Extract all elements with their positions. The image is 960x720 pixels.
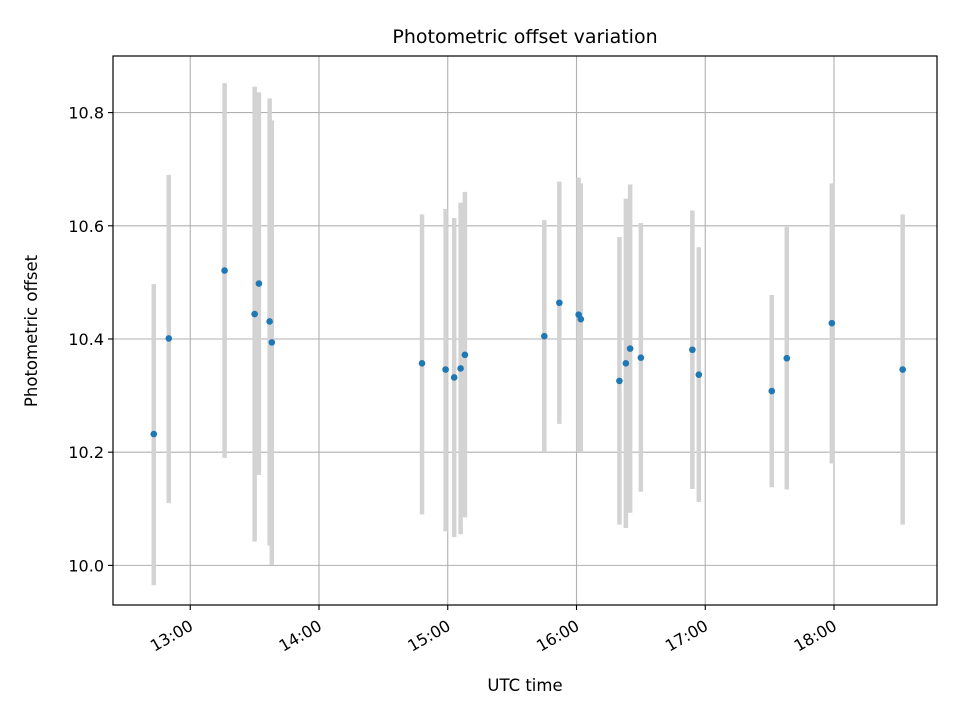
data-point [266, 318, 273, 325]
data-point [461, 351, 469, 359]
data-point [689, 346, 696, 354]
data-point [626, 345, 634, 352]
data-point [828, 319, 836, 327]
y-axis-label: Photometric offset [22, 254, 41, 407]
data-point [457, 365, 464, 372]
y-tick-label: 10.0 [68, 556, 104, 575]
data-point [577, 315, 585, 323]
data-point [695, 371, 703, 378]
plot-area [113, 56, 937, 605]
data-points [150, 267, 906, 438]
data-point [450, 374, 458, 381]
plot-frame [112, 55, 938, 606]
data-point [418, 360, 426, 367]
data-point [768, 387, 776, 395]
data-point [556, 299, 563, 307]
data-point [899, 366, 906, 373]
data-point [616, 377, 623, 385]
data-point [150, 430, 158, 438]
data-point [637, 354, 645, 361]
y-axis: 10.0 10.2 10.4 10.6 10.8 [68, 104, 113, 575]
y-tick-label: 10.8 [68, 104, 104, 123]
data-point [442, 366, 449, 373]
y-tick-label: 10.4 [68, 330, 104, 349]
data-point [165, 335, 173, 342]
data-point [268, 339, 276, 346]
data-point [622, 360, 630, 367]
data-point [251, 310, 258, 318]
chart-title: Photometric offset variation [392, 26, 657, 48]
data-point [541, 332, 548, 340]
x-axis-label: UTC time [487, 676, 562, 695]
y-tick-label: 10.6 [68, 217, 104, 236]
y-tick-label: 10.2 [68, 443, 104, 462]
data-point [783, 354, 791, 362]
data-point [255, 280, 263, 287]
data-point [221, 267, 228, 274]
